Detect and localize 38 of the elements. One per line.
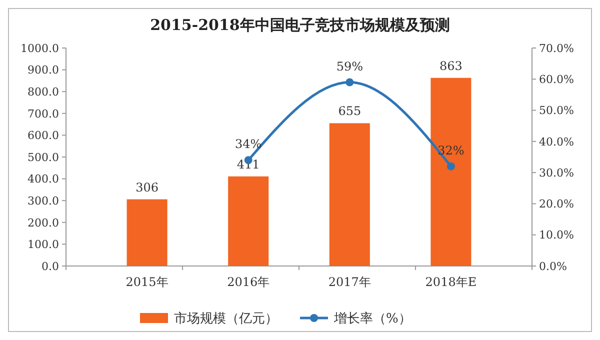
y-tick-label: 700.0 [28, 107, 59, 120]
y-tick-label: 300.0 [28, 194, 59, 208]
point [346, 78, 354, 86]
y2-tick-label: 0.0% [539, 260, 567, 273]
y-tick-label: 200.0 [28, 216, 59, 230]
chart-title: 2015-2018年中国电子竞技市场规模及预测 [150, 16, 450, 34]
legend-label: 增长率（%） [333, 310, 412, 327]
x-tick-label: 2017年 [328, 275, 371, 289]
y2-tick-label: 10.0% [539, 228, 574, 242]
bar [430, 78, 472, 266]
y2-tick-label: 60.0% [539, 72, 574, 86]
data-label: 306 [136, 180, 158, 194]
y-tick-label: 400.0 [28, 172, 59, 186]
y-tick-label: 800.0 [28, 85, 59, 98]
data-label: 59% [336, 59, 363, 74]
y2-tick-label: 30.0% [539, 166, 574, 180]
bar [329, 123, 370, 266]
y-tick-label: 500.0 [28, 150, 59, 164]
y-tick-label: 600.0 [28, 129, 59, 142]
data-label: 34% [235, 137, 262, 152]
y2-tick-label: 40.0% [539, 135, 574, 148]
y-tick-label: 1000.0 [20, 42, 59, 55]
y2-tick-label: 20.0% [539, 198, 574, 211]
data-label: 863 [440, 58, 462, 73]
y-tick-label: 0.0 [42, 260, 59, 273]
bar [126, 199, 168, 266]
y-tick-label: 900.0 [28, 64, 59, 77]
y2-tick-label: 70.0% [539, 42, 574, 55]
x-tick-label: 2015年 [126, 275, 168, 289]
x-tick-label: 2018年E [425, 275, 477, 289]
x-tick-label: 2016年 [227, 275, 270, 289]
y-tick-label: 100.0 [28, 238, 59, 252]
legend-label: 市场规模（亿元） [174, 312, 278, 327]
data-label: 655 [338, 104, 362, 118]
data-label: 32% [438, 143, 464, 158]
y2-tick-label: 50.0% [539, 104, 574, 118]
point [446, 162, 455, 170]
bar [228, 176, 269, 266]
